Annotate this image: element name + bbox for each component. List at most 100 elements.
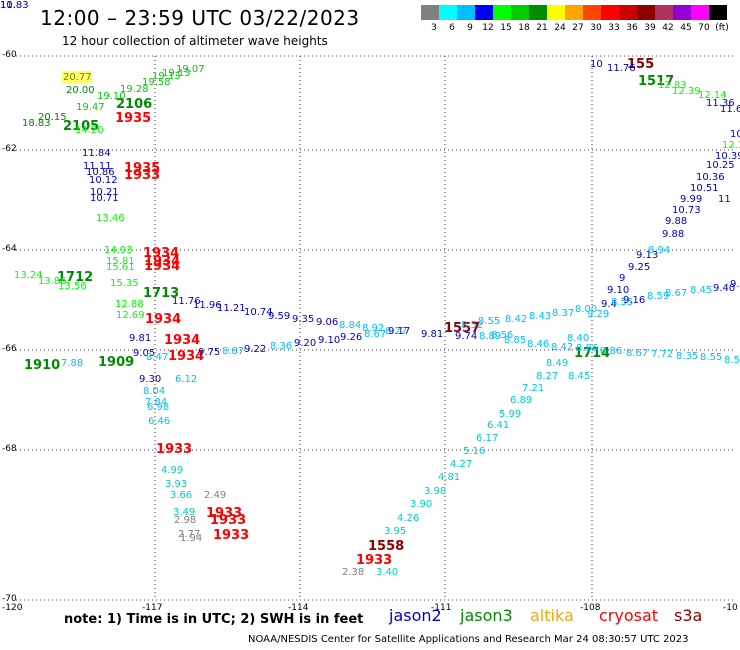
wave-height-label: 13.86 <box>38 276 67 287</box>
satellite-altika-label: altika <box>530 606 574 625</box>
wave-height-label: 8.87 <box>222 346 244 357</box>
wave-height-label: 8.67 <box>364 329 386 340</box>
wave-height-label: 13.56 <box>58 281 87 292</box>
wave-height-label: 6.12 <box>175 374 197 385</box>
wave-height-label: 2.38 <box>342 567 364 578</box>
wave-height-label: 19.28 <box>120 84 149 95</box>
wave-height-label: 4.99 <box>161 465 183 476</box>
wave-height-label: 8.43 <box>529 311 551 322</box>
lat-label: -62 <box>2 144 17 154</box>
wave-height-label: 4.81 <box>438 472 460 483</box>
wave-height-label: 11.68 <box>720 104 740 115</box>
wave-height-label: 20.00 <box>66 85 95 96</box>
lat-label: -64 <box>2 244 17 254</box>
wave-height-label: 10.39 <box>715 151 740 162</box>
wave-height-label: 19.10 <box>97 91 126 102</box>
pass-time-label: 1909 <box>98 355 134 370</box>
legend-label: 9 <box>467 23 473 33</box>
wave-height-label: 15.35 <box>110 278 139 289</box>
wave-height-label: 8.04 <box>143 386 165 397</box>
wave-height-label: 11.96 <box>193 300 222 311</box>
wave-height-label: 9.40 <box>713 283 735 294</box>
page-subtitle: 12 hour collection of altimeter wave hei… <box>62 34 328 48</box>
pass-time-label: 1517 <box>638 74 674 89</box>
wave-height-label: 9.13 <box>636 250 658 261</box>
legend-swatch <box>457 5 475 20</box>
wave-height-labels: 20.77 20.00 19.0719.1319.1319.5819.2819.10… <box>0 0 740 578</box>
map-grid <box>16 55 734 601</box>
wave-height-label: 10.74 <box>244 307 273 318</box>
wave-height-label: 2.98 <box>174 515 196 526</box>
legend-label: 18 <box>518 23 530 33</box>
wave-height-label: 12.39 <box>672 86 701 97</box>
pass-time-label: 1934 <box>144 254 180 269</box>
pass-time-label: 2105 <box>63 119 99 134</box>
wave-height-label: 1.94 <box>180 533 202 544</box>
legend-label: 6 <box>449 23 455 33</box>
wave-height-label: 7.21 <box>522 383 544 394</box>
wave-height-label: 14.93 <box>104 245 133 256</box>
wave-height-label: 8.42 <box>505 314 527 325</box>
wave-height-label: 9.29 <box>587 309 609 320</box>
legend-label: 12 <box>482 23 494 33</box>
wave-height-label: 10.51 <box>690 183 719 194</box>
wave-height-label: 8.00 <box>575 304 597 315</box>
legend-swatch <box>439 5 457 20</box>
wave-height-label: 12.14 <box>698 90 727 101</box>
wave-height-label: 5.99 <box>499 409 521 420</box>
wave-height-label: 10.25 <box>706 160 735 171</box>
wave-height-label: 10.7 <box>730 129 740 140</box>
pass-time-label: 1933 <box>124 168 160 183</box>
wave-height-label: 8.55 <box>700 352 722 363</box>
legend-swatch <box>583 5 601 20</box>
legend-label: 30 <box>590 23 602 33</box>
wave-height-label: 12.88 <box>115 299 144 310</box>
wave-height-label: 8.56 <box>491 330 513 341</box>
lon-label: -114 <box>288 603 309 613</box>
wave-height-label: 8.55 <box>478 316 500 327</box>
legend-label: 39 <box>644 23 656 33</box>
wave-height-label: 19.13 <box>162 68 191 79</box>
wave-height-label: 11.76 <box>607 63 636 74</box>
wave-height-label: 11. <box>0 0 16 11</box>
wave-height-label: 8.86 <box>576 343 598 354</box>
wave-height-label: 8.40 <box>567 333 589 344</box>
wave-height-label: 6.41 <box>487 420 509 431</box>
wave-height-label: 8.84 <box>339 320 361 331</box>
wave-height-label: 9.17 <box>388 326 410 337</box>
legend-swatch <box>655 5 673 20</box>
pass-time-label: 1933 <box>156 442 192 457</box>
wave-height-label: 11 <box>718 194 731 205</box>
wave-height-label: 6.89 <box>510 395 532 406</box>
wave-height-label: 2.77 <box>178 529 200 540</box>
wave-height-label: 8.27 <box>536 371 558 382</box>
pass-time-label: 1714 <box>574 346 610 361</box>
wave-height-label: 11.84 <box>82 148 111 159</box>
wave-height-label: 8.35 <box>676 351 698 362</box>
wave-height-label: 10.73 <box>672 205 701 216</box>
wave-height-label: 3.93 <box>165 479 187 490</box>
wave-height-label: 11.36 <box>706 98 735 109</box>
legend-swatch <box>601 5 619 20</box>
wave-height-label: 3.66 <box>170 490 192 501</box>
wave-height-label: 13.24 <box>14 270 43 281</box>
wave-height-label: 12.19 <box>722 140 740 151</box>
satellite-jason3-label: jason3 <box>460 606 513 625</box>
legend-swatch <box>673 5 691 20</box>
wave-height-label: 15.61 <box>106 262 135 273</box>
wave-height-label: 8.46 <box>527 339 549 350</box>
wave-height-label: 9.88 <box>665 216 687 227</box>
wave-height-label: 19.13 <box>152 71 181 82</box>
wave-height-label: 9.81 <box>129 333 151 344</box>
pass-time-label: 1712 <box>57 270 93 285</box>
legend-swatch <box>547 5 565 20</box>
wave-height-label: 9.78 <box>730 279 740 290</box>
wave-height-label: 8.89 <box>479 331 501 342</box>
legend-label: 70 <box>698 23 710 33</box>
wave-height-label: 10.83 <box>0 0 29 11</box>
lon-label: -117 <box>142 603 163 613</box>
wave-height-label: 9.05 <box>133 348 155 359</box>
wave-height-label: 9.81 <box>421 329 443 340</box>
wave-height-label: 9.74 <box>455 331 477 342</box>
wave-height-label: 8.37 <box>552 308 574 319</box>
